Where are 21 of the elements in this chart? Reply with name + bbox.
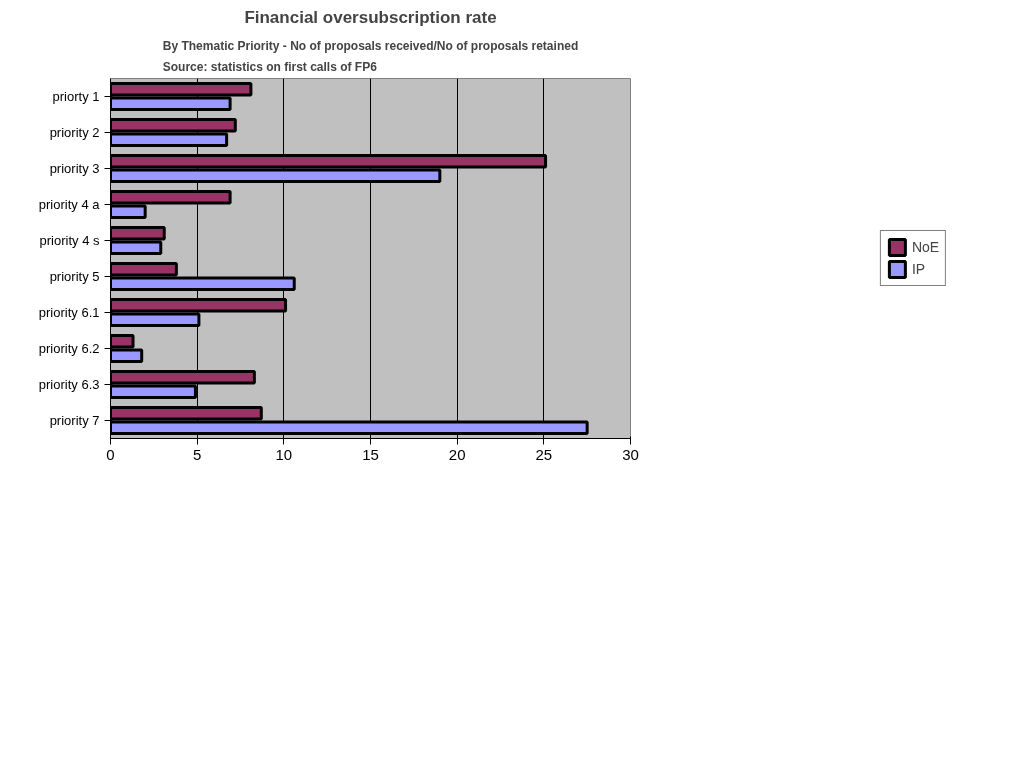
y-tick-label: priority 2: [49, 125, 100, 140]
y-tick-label: priority 4 a: [38, 197, 101, 212]
y-tick-label: priority 6.3: [38, 377, 100, 392]
y-tick-label: priority 3: [49, 161, 100, 176]
y-tick-label: priority 7: [49, 413, 100, 428]
y-tick-label: priorty 1: [52, 89, 100, 104]
chart-subtitle: By Thematic Priority - No of proposals received/No of proposals retained Source: statistics on first calls of FP6: [162, 38, 579, 74]
x-tick-label: 10: [275, 445, 293, 463]
y-tick-label: priority 6.1: [38, 305, 100, 320]
x-tick-label: 25: [535, 445, 553, 463]
legend-label: NoE: [911, 239, 940, 255]
x-tick-label: 15: [362, 445, 379, 463]
y-tick-label: priority 4 s: [39, 233, 100, 248]
x-tick-label: 0: [106, 445, 115, 463]
x-tick-label: 5: [193, 445, 202, 463]
x-tick-label: 30: [622, 445, 639, 463]
chart-title: Financial oversubscription rate: [244, 7, 497, 27]
y-tick-label: priority 6.2: [38, 341, 100, 356]
x-tick-label: 20: [448, 445, 466, 463]
y-tick-label: priority 5: [49, 269, 100, 284]
legend-label: IP: [911, 261, 927, 277]
